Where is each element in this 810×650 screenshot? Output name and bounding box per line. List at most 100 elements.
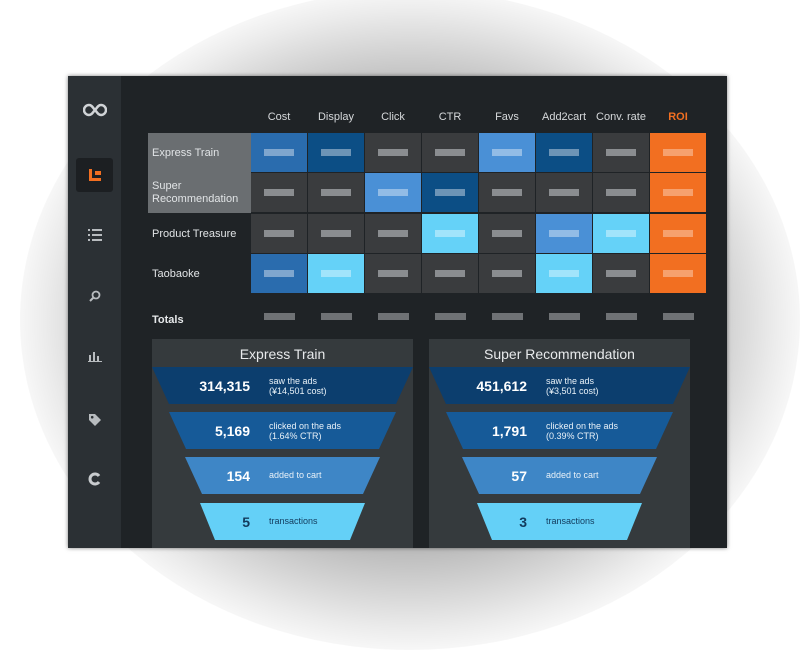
heatmap-cell[interactable] <box>365 214 422 254</box>
column-header-favs[interactable]: Favs <box>495 111 519 123</box>
heatmap-cell[interactable] <box>650 173 707 213</box>
heatmap-cell[interactable] <box>422 133 479 173</box>
heatmap-cell[interactable] <box>650 254 707 294</box>
heatmap-cell[interactable] <box>422 214 479 254</box>
heatmap-cell[interactable] <box>422 254 479 294</box>
funnel-bar <box>200 503 365 540</box>
heatmap-cell[interactable] <box>593 133 650 173</box>
refresh-c-icon[interactable] <box>76 462 113 496</box>
heatmap-cell[interactable] <box>593 173 650 213</box>
totals-value <box>435 313 466 320</box>
heatmap-cell[interactable] <box>365 133 422 173</box>
redacted-value <box>549 189 579 196</box>
heatmap-cell[interactable] <box>365 173 422 213</box>
funnel-step[interactable]: 57 added to cart <box>429 457 690 494</box>
heatmap-cell[interactable] <box>308 254 365 294</box>
redacted-value <box>378 270 408 277</box>
heatmap-cell[interactable] <box>593 214 650 254</box>
heatmap-cell[interactable] <box>536 173 593 213</box>
redacted-value <box>378 230 408 237</box>
funnel-step[interactable]: 5 transactions <box>152 503 413 540</box>
funnel-desc-line: added to cart <box>546 469 599 480</box>
heatmap-cell[interactable] <box>650 214 707 254</box>
heatmap-cell[interactable] <box>308 214 365 254</box>
funnel-bar <box>169 412 396 449</box>
redacted-value <box>435 270 465 277</box>
funnel-description: clicked on the ads (1.64% CTR) <box>269 421 341 441</box>
column-header-display[interactable]: Display <box>317 111 355 123</box>
funnel-bar <box>477 503 642 540</box>
funnel-bar <box>429 367 690 404</box>
redacted-value <box>321 149 351 156</box>
funnel-step[interactable]: 5,169 clicked on the ads (1.64% CTR) <box>152 412 413 449</box>
heatmap-cell[interactable] <box>650 133 707 173</box>
funnel-step[interactable]: 154 added to cart <box>152 457 413 494</box>
funnel-desc-line: (1.64% CTR) <box>269 430 322 441</box>
tag-icon[interactable] <box>76 403 113 437</box>
funnel-desc-line: (¥14,501 cost) <box>269 385 327 396</box>
heatmap-cell[interactable] <box>536 214 593 254</box>
column-header-ctr[interactable]: CTR <box>438 111 462 123</box>
funnel-step[interactable]: 451,612 saw the ads (¥3,501 cost) <box>429 367 690 404</box>
bar-chart-icon[interactable] <box>76 339 113 373</box>
row-label[interactable]: Super Recommendation <box>148 173 251 213</box>
column-header-cost[interactable]: Cost <box>267 111 291 123</box>
redacted-value <box>606 149 636 156</box>
row-label[interactable]: Taobaoke <box>148 254 251 294</box>
row-label-line: Taobaoke <box>152 267 200 280</box>
heatmap-cell[interactable] <box>593 254 650 294</box>
funnel-desc-line: transactions <box>546 515 595 526</box>
funnel-value: 314,315 <box>199 377 250 394</box>
heatmap-cell[interactable] <box>365 254 422 294</box>
funnel-desc-line: saw the ads <box>269 375 318 386</box>
redacted-value <box>264 270 294 277</box>
heatmap-cell[interactable] <box>251 254 308 294</box>
totals-label: Totals <box>152 314 184 326</box>
funnel-value: 5 <box>242 513 250 530</box>
funnel-bar <box>185 457 380 494</box>
heatmap-cell[interactable] <box>251 173 308 213</box>
heatmap-cell[interactable] <box>422 173 479 213</box>
redacted-value <box>321 189 351 196</box>
column-header-add2cart[interactable]: Add2cart <box>541 111 587 123</box>
redacted-value <box>492 270 522 277</box>
row-label[interactable]: Express Train <box>148 133 251 173</box>
funnel-step[interactable]: 3 transactions <box>429 503 690 540</box>
redacted-value <box>435 149 465 156</box>
row-label[interactable]: Product Treasure <box>148 214 251 254</box>
sidebar <box>68 76 121 548</box>
heatmap-cell[interactable] <box>308 173 365 213</box>
funnel-step[interactable]: 1,791 clicked on the ads (0.39% CTR) <box>429 412 690 449</box>
funnel-desc-line: clicked on the ads <box>546 420 619 431</box>
chart-layout-icon[interactable] <box>76 158 113 192</box>
column-header-conv-rate[interactable]: Conv. rate <box>596 111 646 123</box>
funnel-step[interactable]: 314,315 saw the ads (¥14,501 cost) <box>152 367 413 404</box>
column-header-roi[interactable]: ROI <box>668 111 688 123</box>
funnel-title: Express Train <box>239 346 326 362</box>
redacted-value <box>663 189 693 196</box>
list-icon[interactable] <box>76 218 113 252</box>
heatmap-cell[interactable] <box>479 254 536 294</box>
heatmap-cell[interactable] <box>479 133 536 173</box>
row-label-line: Super <box>152 180 182 192</box>
heatmap-cell[interactable] <box>251 133 308 173</box>
heatmap-cell[interactable] <box>536 133 593 173</box>
funnel-value: 1,791 <box>491 422 527 439</box>
heatmap-cell[interactable] <box>536 254 593 294</box>
totals-value <box>492 313 523 320</box>
totals-value <box>264 313 295 320</box>
funnel-panel-super-recommendation: Super Recommendation 451,612 saw the ads(… <box>429 339 690 548</box>
heatmap-cell[interactable] <box>308 133 365 173</box>
heatmap-cell[interactable] <box>479 173 536 213</box>
funnel-desc-line: (0.39% CTR) <box>546 430 599 441</box>
column-header-click[interactable]: Click <box>381 111 405 123</box>
logo-infinity-icon[interactable] <box>76 93 113 127</box>
funnel-desc-line: (¥3,501 cost) <box>546 385 599 396</box>
heatmap-cell[interactable] <box>479 214 536 254</box>
search-icon[interactable] <box>76 279 113 313</box>
funnel-desc-line: transactions <box>269 515 318 526</box>
app-window: Cost Display Click CTR Favs Add2cart Conv. rat… <box>68 76 727 548</box>
heatmap-cell[interactable] <box>251 214 308 254</box>
funnel-description: clicked on the ads (0.39% CTR) <box>546 421 618 441</box>
funnel-bar <box>446 412 673 449</box>
